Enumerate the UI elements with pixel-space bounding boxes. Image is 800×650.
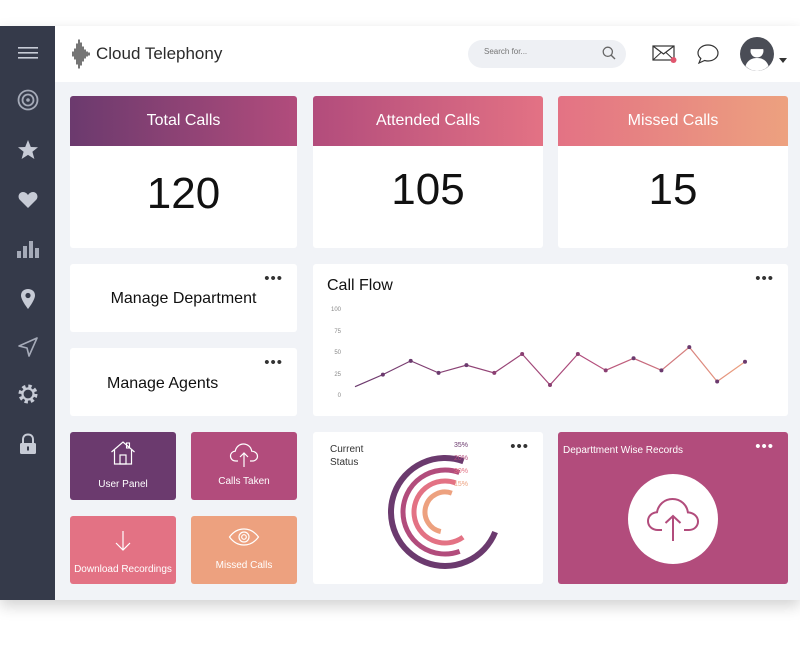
stat-value: 105 (391, 165, 465, 214)
stat-label: Missed Calls (558, 96, 788, 146)
data-point (687, 345, 692, 350)
more-options-icon[interactable]: ••• (264, 354, 283, 371)
stat-card-total-calls: Total Calls 120 (70, 96, 297, 248)
more-options-icon[interactable]: ••• (755, 270, 774, 287)
legend-label: 35% (454, 442, 469, 449)
data-point (603, 368, 608, 373)
manage-department-card[interactable]: ••• Manage Department (70, 264, 297, 332)
data-point (631, 356, 636, 361)
sidebar (0, 26, 55, 600)
y-tick-label: 0 (337, 393, 341, 399)
manage-agents-card[interactable]: ••• Manage Agents (70, 348, 297, 416)
series-line (354, 346, 746, 388)
data-point (464, 363, 469, 368)
call-flow-card: ••• Call Flow 100 75 50 25 0 (313, 264, 788, 416)
top-bar: Cloud Telephony (55, 26, 800, 82)
current-status-card: ••• Current Status 35% 20% 30% 15% (313, 432, 543, 584)
department-records-title: Departtment Wise Records (563, 445, 684, 456)
data-point (659, 368, 664, 373)
y-tick-label: 50 (334, 350, 341, 356)
data-point (492, 370, 497, 375)
status-title-line1: Current (330, 444, 364, 455)
tile-label: User Panel (98, 479, 148, 490)
data-point (380, 372, 385, 377)
arrow-down-icon (70, 530, 176, 552)
legend-label: 30% (454, 468, 469, 475)
lock-icon[interactable] (12, 428, 43, 459)
search-input[interactable] (482, 46, 596, 57)
manage-agents-label: Manage Agents (107, 375, 219, 392)
app-window: Cloud Telephony Total Calls 120 Attended… (0, 26, 800, 600)
chevron-down-icon[interactable] (779, 51, 787, 69)
menu-icon[interactable] (12, 37, 43, 68)
gear-icon[interactable] (12, 378, 43, 409)
radial-arc (388, 455, 498, 569)
stat-value: 120 (146, 169, 221, 218)
heart-icon[interactable] (12, 184, 43, 215)
bar-chart-icon[interactable] (12, 233, 43, 264)
chat-icon[interactable] (696, 43, 720, 70)
search-bar (468, 40, 626, 68)
mail-icon[interactable] (652, 45, 678, 70)
cloud-upload-icon (191, 442, 297, 468)
y-tick-label: 25 (334, 371, 341, 378)
stat-label: Attended Calls (313, 96, 543, 146)
more-options-icon[interactable]: ••• (264, 270, 283, 287)
tile-label: Missed Calls (215, 560, 273, 571)
manage-department-label: Manage Department (110, 290, 257, 307)
upload-button[interactable] (628, 474, 718, 564)
tile-label: Calls Taken (218, 476, 270, 487)
data-point (715, 379, 720, 384)
eye-icon (191, 528, 297, 546)
radial-arc (422, 489, 453, 534)
legend-label: 20% (454, 455, 469, 462)
line-chart (354, 345, 747, 388)
stat-label: Total Calls (70, 96, 297, 146)
send-icon[interactable] (12, 331, 43, 362)
radial-chart (388, 455, 498, 569)
search-icon[interactable] (602, 46, 616, 65)
data-point (548, 382, 552, 387)
more-options-icon[interactable]: ••• (510, 438, 529, 455)
cloud-upload-icon (646, 497, 700, 541)
target-icon[interactable] (12, 84, 43, 115)
data-point (743, 359, 747, 364)
data-point (408, 358, 413, 363)
user-panel-tile[interactable]: User Panel (70, 432, 176, 500)
department-records-card[interactable]: ••• Departtment Wise Records (558, 432, 788, 584)
chart-title: Call Flow (327, 277, 393, 294)
data-point (436, 370, 441, 375)
radial-arc (411, 478, 465, 546)
star-icon[interactable] (12, 134, 43, 165)
calls-taken-tile[interactable]: Calls Taken (191, 432, 297, 500)
avatar[interactable] (739, 36, 775, 77)
data-point (520, 352, 525, 356)
brand[interactable]: Cloud Telephony (72, 38, 222, 70)
tile-label: Download Recordings (74, 564, 172, 575)
stat-value: 15 (648, 165, 698, 214)
y-tick-label: 100 (330, 307, 341, 313)
missed-calls-tile[interactable]: Missed Calls (191, 516, 297, 584)
waveform-logo-icon (72, 39, 90, 69)
y-tick-label: 75 (334, 328, 341, 335)
location-pin-icon[interactable] (12, 283, 43, 314)
stat-card-attended-calls: Attended Calls 105 (313, 96, 543, 248)
more-options-icon[interactable]: ••• (755, 438, 774, 455)
home-icon (70, 440, 176, 466)
stat-card-missed-calls: Missed Calls 15 (558, 96, 788, 248)
app-title: Cloud Telephony (96, 44, 223, 63)
download-recordings-tile[interactable]: Download Recordings (70, 516, 176, 584)
radial-arc (400, 467, 461, 557)
data-point (575, 352, 580, 356)
legend-label: 15% (454, 481, 469, 488)
status-title-line2: Status (330, 457, 359, 468)
